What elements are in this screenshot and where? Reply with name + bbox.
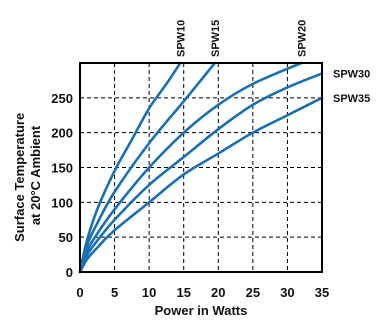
series-line-spw20 bbox=[78, 61, 303, 274]
x-tick-label: 20 bbox=[211, 285, 225, 300]
y-tick-label: 50 bbox=[59, 230, 73, 245]
series-line-spw35 bbox=[78, 96, 324, 274]
series-labels: SPW10 SPW15 SPW20 SPW30 SPW35 bbox=[175, 20, 370, 105]
y-tick-label: 100 bbox=[51, 195, 73, 210]
x-axis-title: Power in Watts bbox=[155, 303, 248, 318]
series-label-spw15: SPW15 bbox=[210, 20, 222, 57]
series-label-spw20: SPW20 bbox=[296, 20, 308, 57]
x-tick-label: 5 bbox=[111, 285, 118, 300]
series-line-spw15 bbox=[78, 61, 217, 274]
y-axis-title-line-2: at 20°C Ambient bbox=[28, 125, 43, 225]
grid-lines bbox=[80, 63, 322, 272]
y-axis-title-line-1: Surface Temperature bbox=[12, 113, 27, 242]
x-tick-label: 0 bbox=[76, 285, 83, 300]
y-tick-label: 150 bbox=[51, 161, 73, 176]
y-tick-label: 250 bbox=[51, 91, 73, 106]
y-axis-title: Surface Temperature at 20°C Ambient bbox=[12, 109, 43, 242]
x-tick-label: 35 bbox=[315, 285, 329, 300]
plot-frame bbox=[79, 62, 323, 273]
series-line-spw30 bbox=[78, 72, 324, 274]
series-label-spw10: SPW10 bbox=[175, 20, 187, 57]
curves bbox=[78, 61, 324, 274]
x-tick-label: 10 bbox=[142, 285, 156, 300]
y-tick-label: 200 bbox=[51, 126, 73, 141]
tick-labels: 0 5 10 15 20 25 30 35 0 50 100 150 200 250 bbox=[51, 91, 329, 300]
x-tick-label: 15 bbox=[176, 285, 190, 300]
series-label-spw30: SPW30 bbox=[333, 68, 370, 80]
x-tick-label: 25 bbox=[246, 285, 260, 300]
x-tick-label: 30 bbox=[280, 285, 294, 300]
series-label-spw35: SPW35 bbox=[333, 93, 370, 105]
series-line-spw10 bbox=[78, 61, 182, 274]
y-tick-label: 0 bbox=[66, 265, 73, 280]
